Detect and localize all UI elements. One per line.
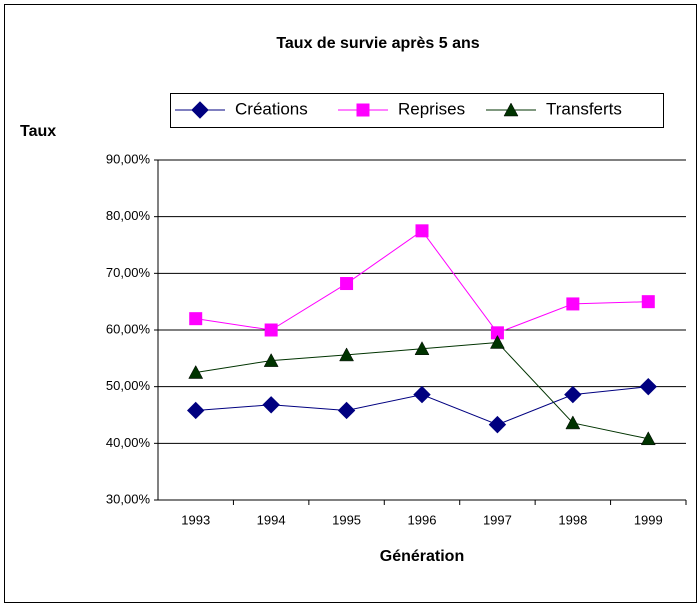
x-tick-label: 1997: [483, 512, 512, 527]
x-tick-label: 1994: [257, 512, 286, 527]
y-tick-label: 70,00%: [106, 265, 151, 280]
marker: [640, 431, 656, 446]
y-tick-label: 30,00%: [106, 491, 151, 506]
marker: [488, 415, 507, 434]
y-tick-label: 60,00%: [106, 321, 151, 336]
marker: [490, 334, 505, 349]
marker: [340, 277, 354, 291]
marker: [187, 401, 205, 420]
marker: [189, 312, 203, 326]
legend-marker: [503, 102, 519, 117]
marker: [339, 347, 354, 362]
marker: [262, 396, 280, 414]
marker: [565, 415, 581, 430]
legend-label: Reprises: [398, 99, 465, 118]
legend-label: Transferts: [546, 99, 622, 118]
y-tick-label: 40,00%: [106, 435, 151, 450]
y-tick-label: 80,00%: [106, 208, 151, 223]
x-tick-label: 1998: [558, 512, 587, 527]
legend-box: [170, 93, 664, 128]
marker: [566, 297, 580, 311]
legend-marker: [356, 103, 370, 117]
marker: [264, 323, 278, 337]
marker: [413, 385, 431, 404]
y-tick-label: 90,00%: [106, 151, 151, 166]
x-tick-label: 1999: [634, 512, 663, 527]
x-axis-label: Génération: [380, 548, 464, 565]
marker: [337, 401, 356, 420]
marker: [414, 341, 430, 355]
marker: [564, 385, 582, 404]
chart-title: Taux de survie après 5 ans: [276, 35, 479, 52]
marker: [188, 364, 204, 379]
marker: [641, 295, 655, 309]
marker: [639, 377, 657, 396]
marker: [415, 224, 429, 238]
y-tick-label: 50,00%: [106, 378, 151, 393]
legend-marker: [191, 101, 209, 119]
legend-label: Créations: [235, 99, 308, 118]
marker: [263, 353, 279, 367]
x-tick-label: 1995: [332, 512, 361, 527]
y-axis-label: Taux: [20, 123, 56, 140]
x-tick-label: 1993: [181, 512, 210, 527]
x-tick-label: 1996: [408, 512, 437, 527]
